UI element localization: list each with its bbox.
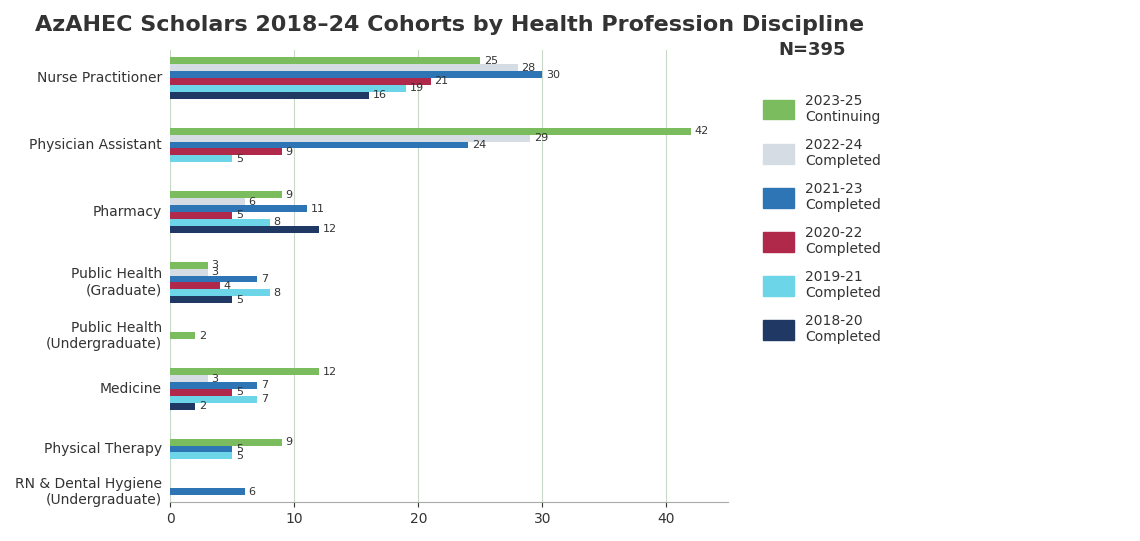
Bar: [170, 92, 368, 98]
Text: 8: 8: [274, 217, 280, 227]
Text: 5: 5: [236, 387, 243, 398]
Bar: [170, 382, 258, 389]
Bar: [170, 192, 282, 198]
Bar: [170, 148, 282, 155]
Bar: [170, 368, 319, 375]
Bar: [170, 389, 233, 396]
Bar: [170, 219, 269, 226]
Legend: 2023-25
Continuing, 2022-24
Completed, 2021-23
Completed, 2020-22
Completed, 201: 2023-25 Continuing, 2022-24 Completed, 2…: [763, 94, 881, 344]
Text: 3: 3: [211, 267, 218, 277]
Bar: [170, 85, 406, 92]
Title: AzAHEC Scholars 2018–24 Cohorts by Health Profession Discipline: AzAHEC Scholars 2018–24 Cohorts by Healt…: [35, 15, 864, 35]
Text: 29: 29: [534, 133, 548, 143]
Bar: [170, 128, 691, 135]
Text: 2: 2: [198, 331, 206, 341]
Bar: [170, 198, 245, 205]
Bar: [170, 332, 195, 339]
Text: 5: 5: [236, 444, 243, 454]
Text: 42: 42: [695, 126, 709, 136]
Bar: [170, 71, 543, 78]
Text: 6: 6: [249, 487, 255, 497]
Bar: [170, 262, 207, 269]
Text: 3: 3: [211, 260, 218, 270]
Bar: [170, 269, 207, 275]
Bar: [170, 57, 480, 64]
Text: 5: 5: [236, 451, 243, 461]
Bar: [170, 142, 467, 148]
Text: 2: 2: [198, 401, 206, 411]
Bar: [170, 155, 233, 162]
Text: 21: 21: [434, 76, 448, 87]
Bar: [170, 226, 319, 233]
Text: 7: 7: [261, 380, 268, 391]
Text: 28: 28: [521, 63, 536, 72]
Text: 6: 6: [249, 197, 255, 207]
Text: 5: 5: [236, 210, 243, 221]
Bar: [170, 135, 530, 142]
Bar: [170, 446, 233, 452]
Bar: [170, 205, 307, 212]
Text: 19: 19: [409, 83, 424, 94]
Text: 12: 12: [323, 367, 337, 377]
Bar: [170, 212, 233, 219]
Text: 11: 11: [310, 203, 325, 214]
Bar: [170, 64, 518, 71]
Text: 4: 4: [223, 281, 230, 291]
Text: 16: 16: [373, 90, 386, 100]
Bar: [170, 289, 269, 296]
Text: 30: 30: [546, 70, 560, 80]
Bar: [170, 439, 282, 446]
Bar: [170, 489, 245, 496]
Text: 25: 25: [484, 56, 498, 66]
Text: 9: 9: [286, 437, 293, 447]
Bar: [170, 78, 431, 85]
Text: 24: 24: [472, 140, 486, 150]
Bar: [170, 275, 258, 282]
Text: 8: 8: [274, 288, 280, 298]
Bar: [170, 396, 258, 403]
Text: 5: 5: [236, 295, 243, 305]
Text: 9: 9: [286, 147, 293, 157]
Text: 9: 9: [286, 190, 293, 200]
Text: 7: 7: [261, 274, 268, 284]
Text: 3: 3: [211, 374, 218, 384]
Text: 5: 5: [236, 154, 243, 164]
Bar: [170, 282, 220, 289]
Text: N=395: N=395: [779, 42, 846, 60]
Bar: [170, 375, 207, 382]
Bar: [170, 296, 233, 303]
Bar: [170, 403, 195, 410]
Text: 7: 7: [261, 394, 268, 404]
Text: 12: 12: [323, 225, 337, 234]
Bar: [170, 452, 233, 459]
